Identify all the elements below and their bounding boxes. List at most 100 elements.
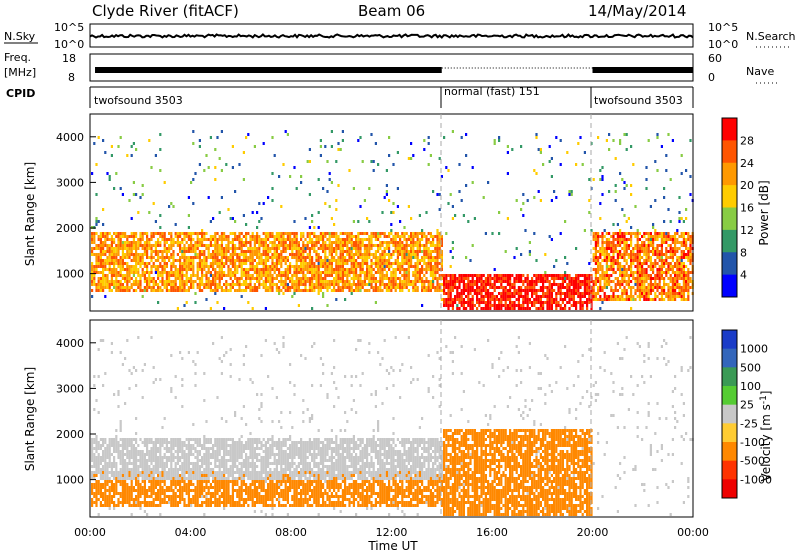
heatmap-cell	[331, 259, 333, 262]
heatmap-cell	[604, 235, 606, 238]
heatmap-cell	[584, 289, 586, 292]
heatmap-cell	[124, 256, 126, 259]
heatmap-cell	[458, 286, 460, 289]
heatmap-cell	[551, 301, 553, 304]
heatmap-cell	[659, 235, 661, 238]
heatmap-cell	[654, 283, 656, 286]
heatmap-cell	[256, 232, 258, 235]
heatmap-cell	[597, 250, 599, 253]
heatmap-cell	[120, 423, 122, 426]
heatmap-cell	[166, 277, 168, 280]
heatmap-cell	[436, 238, 438, 241]
heatmap-cell	[626, 220, 628, 223]
heatmap-cell	[524, 286, 526, 289]
heatmap-cell	[93, 408, 95, 411]
heatmap-cell	[197, 271, 199, 274]
heatmap-cell	[302, 232, 304, 235]
heatmap-cell	[128, 474, 130, 477]
heatmap-cell	[221, 238, 223, 241]
heatmap-cell	[126, 286, 128, 289]
heatmap-cell	[100, 256, 102, 259]
heatmap-cell	[142, 453, 144, 456]
heatmap-cell	[388, 268, 390, 271]
heatmap-cell	[221, 286, 223, 289]
heatmap-cell	[681, 286, 683, 289]
heatmap-cell	[568, 190, 570, 193]
heatmap-cell	[652, 247, 654, 250]
heatmap-cell	[579, 307, 581, 310]
heatmap-cell	[643, 271, 645, 274]
heatmap-cell	[95, 244, 97, 247]
heatmap-cell	[153, 202, 155, 205]
heatmap-cell	[115, 289, 117, 292]
heatmap-cell	[109, 495, 111, 498]
heatmap-cell	[265, 238, 267, 241]
heatmap-cell	[318, 289, 320, 292]
heatmap-cell	[120, 262, 122, 265]
heatmap-cell	[203, 274, 205, 277]
heatmap-cell	[216, 265, 218, 268]
heatmap-cell	[579, 286, 581, 289]
heatmap-cell	[232, 259, 234, 262]
heatmap-cell	[535, 172, 537, 175]
heatmap-cell	[144, 474, 146, 477]
heatmap-cell	[304, 247, 306, 250]
heatmap-cell	[186, 283, 188, 286]
heatmap-cell	[687, 247, 689, 250]
heatmap-cell	[467, 289, 469, 292]
heatmap-cell	[148, 286, 150, 289]
heatmap-cell	[304, 283, 306, 286]
heatmap-cell	[681, 292, 683, 295]
heatmap-cell	[507, 304, 509, 307]
heatmap-cell	[106, 262, 108, 265]
heatmap-cell	[623, 232, 625, 235]
heatmap-cell	[637, 268, 639, 271]
heatmap-cell	[243, 214, 245, 217]
heatmap-cell	[315, 277, 317, 280]
heatmap-cell	[597, 265, 599, 268]
heatmap-cell	[137, 259, 139, 262]
heatmap-cell	[91, 232, 93, 235]
heatmap-cell	[500, 292, 502, 295]
heatmap-cell	[362, 265, 364, 268]
heatmap-cell	[588, 199, 590, 202]
heatmap-cell	[252, 250, 254, 253]
heatmap-cell	[168, 256, 170, 259]
heatmap-cell	[98, 238, 100, 241]
heatmap-cell	[615, 262, 617, 265]
heatmap-cell	[395, 238, 397, 241]
heatmap-cell	[197, 286, 199, 289]
heatmap-cell	[676, 292, 678, 295]
heatmap-cell	[366, 262, 368, 265]
heatmap-cell	[276, 256, 278, 259]
heatmap-cell	[549, 298, 551, 301]
heatmap-cell	[225, 286, 227, 289]
heatmap-cell	[216, 232, 218, 235]
heatmap-cell	[355, 253, 357, 256]
heatmap-cell	[282, 238, 284, 241]
noise-tick-low-right: 10^0	[708, 38, 738, 51]
heatmap-cell	[157, 274, 159, 277]
heatmap-cell	[654, 253, 656, 256]
heatmap-cell	[364, 247, 366, 250]
heatmap-cell	[216, 262, 218, 265]
heatmap-cell	[190, 232, 192, 235]
heatmap-cell	[436, 241, 438, 244]
heatmap-cell	[527, 286, 529, 289]
heatmap-cell	[478, 292, 480, 295]
heatmap-cell	[465, 154, 467, 157]
heatmap-cell	[115, 274, 117, 277]
heatmap-cell	[153, 286, 155, 289]
heatmap-cell	[529, 250, 531, 253]
heatmap-cell	[291, 265, 293, 268]
heatmap-cell	[386, 247, 388, 250]
heatmap-cell	[280, 277, 282, 280]
heatmap-cell	[342, 280, 344, 283]
heatmap-cell	[612, 259, 614, 262]
heatmap-cell	[238, 163, 240, 166]
heatmap-cell	[285, 238, 287, 241]
freq-band-1	[95, 67, 442, 73]
heatmap-cell	[643, 235, 645, 238]
heatmap-cell	[364, 199, 366, 202]
heatmap-cell	[674, 232, 676, 235]
